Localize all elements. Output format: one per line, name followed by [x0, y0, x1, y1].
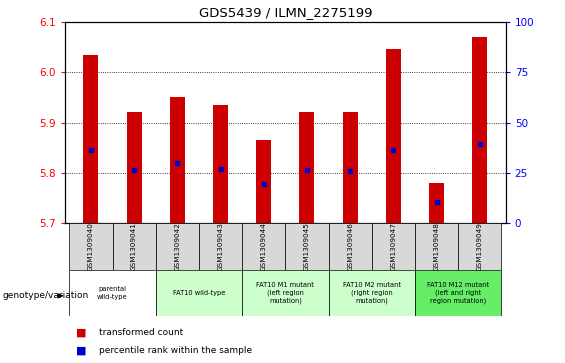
- Bar: [328, 223, 372, 270]
- Bar: [472, 37, 487, 223]
- Text: FAT10 M2 mutant
(right region
mutation): FAT10 M2 mutant (right region mutation): [343, 282, 401, 304]
- Bar: [84, 54, 98, 223]
- Text: FAT10 M12 mutant
(left and right
region mutation): FAT10 M12 mutant (left and right region …: [427, 282, 489, 304]
- Bar: [415, 270, 501, 316]
- Bar: [213, 105, 228, 223]
- Bar: [127, 113, 142, 223]
- Bar: [242, 270, 328, 316]
- Text: GSM1309044: GSM1309044: [260, 223, 267, 271]
- Title: GDS5439 / ILMN_2275199: GDS5439 / ILMN_2275199: [198, 6, 372, 19]
- Text: GSM1309043: GSM1309043: [218, 223, 224, 271]
- Text: FAT10 wild-type: FAT10 wild-type: [173, 290, 225, 296]
- Text: GSM1309049: GSM1309049: [477, 223, 483, 271]
- Text: FAT10 M1 mutant
(left region
mutation): FAT10 M1 mutant (left region mutation): [257, 282, 314, 304]
- Bar: [299, 113, 315, 223]
- Bar: [69, 270, 156, 316]
- Text: parental
wild-type: parental wild-type: [97, 286, 128, 300]
- Text: ■: ■: [76, 327, 87, 337]
- Text: GSM1309040: GSM1309040: [88, 223, 94, 271]
- Bar: [256, 140, 271, 223]
- Text: percentile rank within the sample: percentile rank within the sample: [99, 346, 252, 355]
- Bar: [328, 270, 415, 316]
- Bar: [415, 223, 458, 270]
- Bar: [156, 223, 199, 270]
- Bar: [170, 97, 185, 223]
- Bar: [199, 223, 242, 270]
- Text: transformed count: transformed count: [99, 328, 183, 337]
- Bar: [342, 113, 358, 223]
- Text: GSM1309045: GSM1309045: [304, 223, 310, 271]
- Text: GSM1309042: GSM1309042: [175, 223, 180, 271]
- Text: genotype/variation: genotype/variation: [3, 291, 89, 300]
- Bar: [429, 183, 444, 223]
- Bar: [285, 223, 328, 270]
- Bar: [242, 223, 285, 270]
- Text: GSM1309048: GSM1309048: [433, 223, 440, 271]
- Text: GSM1309046: GSM1309046: [347, 223, 353, 271]
- Text: ■: ■: [76, 345, 87, 355]
- Bar: [458, 223, 501, 270]
- Bar: [112, 223, 156, 270]
- Bar: [156, 270, 242, 316]
- Bar: [386, 49, 401, 223]
- Bar: [69, 223, 112, 270]
- Bar: [372, 223, 415, 270]
- Text: GSM1309047: GSM1309047: [390, 223, 396, 271]
- Text: GSM1309041: GSM1309041: [131, 223, 137, 271]
